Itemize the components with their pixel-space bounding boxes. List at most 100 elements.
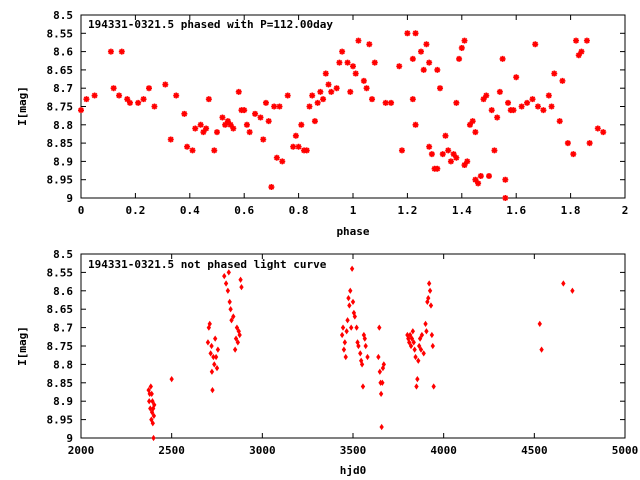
data-point: [238, 276, 243, 283]
data-point: [426, 59, 433, 66]
data-point: [78, 107, 84, 114]
y-tick-label: 8.7: [53, 322, 73, 335]
data-point: [265, 118, 272, 125]
data-point: [453, 99, 460, 106]
data-point: [561, 280, 566, 287]
data-point: [453, 154, 460, 161]
data-point: [162, 81, 169, 88]
data-point: [417, 342, 422, 350]
data-point: [348, 287, 353, 294]
data-point: [518, 103, 525, 110]
data-point: [464, 158, 471, 165]
data-point: [496, 88, 503, 95]
x-tick-label: 0: [78, 204, 85, 217]
plot-frame: [80, 14, 626, 199]
data-point: [445, 147, 452, 154]
data-point: [135, 99, 142, 106]
data-point: [573, 37, 580, 44]
data-point: [116, 92, 123, 99]
data-point: [140, 96, 147, 103]
data-point: [404, 30, 411, 37]
data-point: [378, 390, 384, 397]
data-point: [234, 324, 240, 331]
data-point: [551, 70, 558, 77]
data-point: [369, 96, 376, 103]
data-point: [447, 158, 454, 165]
data-point: [466, 121, 473, 128]
data-point: [418, 346, 424, 353]
data-point: [349, 324, 354, 331]
y-tick-label: 8.85: [47, 137, 74, 150]
x-axis-label: phase: [336, 225, 369, 238]
y-axis-label: I[mag]: [16, 86, 29, 126]
data-point: [366, 41, 373, 48]
data-point: [559, 77, 566, 84]
data-point: [214, 364, 220, 372]
data-point: [502, 195, 509, 201]
data-point: [424, 328, 429, 335]
data-point: [534, 103, 541, 110]
data-point: [418, 48, 424, 55]
data-point: [505, 99, 512, 106]
data-point: [343, 353, 348, 361]
data-point: [260, 136, 267, 143]
data-point: [328, 88, 335, 95]
data-point: [151, 412, 157, 420]
data-point: [235, 339, 241, 346]
data-point: [336, 59, 343, 66]
x-tick-label: 4000: [430, 444, 457, 457]
data-point: [200, 129, 207, 136]
y-axis-label: I[mag]: [16, 326, 29, 366]
data-point: [209, 342, 214, 350]
data-point: [333, 85, 340, 92]
data-point: [409, 96, 416, 103]
data-point: [83, 96, 90, 103]
data-point: [268, 184, 275, 191]
data-point: [215, 346, 221, 353]
data-point: [311, 118, 318, 125]
data-point: [151, 434, 156, 442]
data-point: [469, 118, 476, 125]
data-point: [173, 92, 180, 99]
x-tick-label: 0.2: [125, 204, 145, 217]
data-point: [279, 158, 286, 165]
data-point: [510, 107, 517, 114]
data-point: [483, 92, 490, 99]
x-tick-label: 1: [350, 204, 357, 217]
data-point: [355, 37, 362, 44]
data-point: [349, 265, 355, 272]
data-point: [458, 44, 465, 51]
data-point: [377, 368, 383, 375]
data-point: [340, 324, 346, 331]
data-point: [423, 320, 428, 328]
data-point: [246, 129, 253, 136]
y-tick-label: 8.65: [47, 303, 74, 316]
x-axis-label: hjd0: [340, 464, 367, 477]
data-point: [499, 55, 506, 62]
data-point: [486, 173, 492, 180]
data-point: [472, 129, 479, 136]
x-tick-label: 5000: [612, 444, 639, 457]
data-point: [262, 99, 269, 106]
data-point: [210, 387, 215, 394]
data-point: [434, 165, 441, 172]
data-point: [421, 350, 426, 357]
data-point: [241, 107, 248, 114]
data-point: [472, 176, 479, 183]
data-point: [410, 328, 416, 335]
y-tick-label: 8.9: [53, 395, 73, 408]
data-point: [409, 335, 415, 342]
data-point: [556, 118, 563, 125]
data-point: [426, 280, 432, 287]
data-point: [341, 346, 347, 353]
data-point: [214, 129, 220, 136]
data-point: [548, 103, 555, 110]
unphased-light-curve-panel: 194331-0321.5 not phased light curve hjd…: [16, 248, 638, 477]
data-point: [149, 390, 154, 397]
data-point: [347, 88, 354, 95]
x-tick-label: 3000: [249, 444, 276, 457]
data-point: [228, 306, 233, 313]
data-point: [417, 335, 423, 342]
data-point: [419, 331, 425, 339]
